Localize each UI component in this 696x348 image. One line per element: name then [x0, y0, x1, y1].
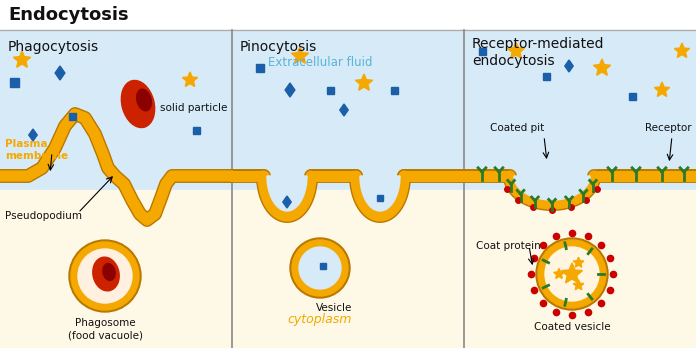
Text: Receptor-mediated
endocytosis: Receptor-mediated endocytosis: [472, 37, 605, 68]
Bar: [10, 78, 19, 87]
Text: solid particle: solid particle: [160, 103, 228, 113]
Text: Pinocytosis: Pinocytosis: [240, 40, 317, 54]
Polygon shape: [356, 74, 372, 90]
Polygon shape: [360, 176, 400, 211]
Bar: [68, 112, 75, 119]
Circle shape: [545, 247, 599, 301]
Polygon shape: [574, 257, 584, 267]
Ellipse shape: [121, 80, 155, 128]
Bar: [193, 127, 200, 134]
Text: Phagocytosis: Phagocytosis: [8, 40, 99, 54]
Bar: [542, 72, 550, 79]
Text: Plasma
membrane: Plasma membrane: [5, 139, 68, 161]
Bar: [377, 195, 383, 201]
Circle shape: [290, 238, 350, 298]
Bar: [390, 87, 397, 94]
Bar: [628, 93, 635, 100]
Polygon shape: [674, 43, 690, 57]
Circle shape: [71, 242, 139, 310]
Ellipse shape: [136, 89, 151, 111]
Polygon shape: [340, 104, 348, 116]
Text: cytoplasm: cytoplasm: [288, 314, 352, 326]
Circle shape: [78, 249, 132, 303]
Text: Receptor: Receptor: [645, 123, 692, 133]
Polygon shape: [285, 83, 295, 97]
Bar: [256, 64, 264, 72]
Polygon shape: [182, 72, 198, 86]
Text: Extracellular fluid: Extracellular fluid: [268, 56, 372, 70]
Circle shape: [536, 238, 608, 310]
Circle shape: [292, 240, 348, 296]
Text: Phagosome
(food vacuole): Phagosome (food vacuole): [68, 318, 143, 340]
Polygon shape: [292, 47, 308, 63]
Bar: [320, 263, 326, 269]
Polygon shape: [29, 129, 37, 141]
Text: Endocytosis: Endocytosis: [8, 6, 129, 24]
Circle shape: [538, 240, 606, 308]
Polygon shape: [507, 42, 525, 58]
Bar: [326, 87, 333, 94]
Polygon shape: [654, 82, 670, 96]
Text: Coated vesicle: Coated vesicle: [534, 322, 610, 332]
Polygon shape: [13, 51, 31, 67]
Polygon shape: [562, 263, 583, 283]
Polygon shape: [574, 280, 584, 290]
Polygon shape: [514, 176, 590, 200]
Polygon shape: [554, 269, 564, 278]
Text: Pseudopodium: Pseudopodium: [5, 211, 82, 221]
Text: Coated pit: Coated pit: [490, 123, 544, 133]
Polygon shape: [283, 196, 291, 208]
Polygon shape: [267, 176, 307, 211]
Text: Vesicle: Vesicle: [316, 303, 352, 313]
Ellipse shape: [103, 263, 115, 280]
Bar: [0, 0, 696, 30]
Bar: [0, 190, 696, 348]
Circle shape: [69, 240, 141, 312]
Polygon shape: [564, 60, 574, 72]
Polygon shape: [594, 59, 610, 75]
Ellipse shape: [93, 257, 119, 291]
Polygon shape: [55, 66, 65, 80]
Text: Coat protein: Coat protein: [476, 241, 541, 251]
Circle shape: [299, 247, 341, 289]
Bar: [0, 0, 696, 190]
Bar: [479, 47, 486, 55]
